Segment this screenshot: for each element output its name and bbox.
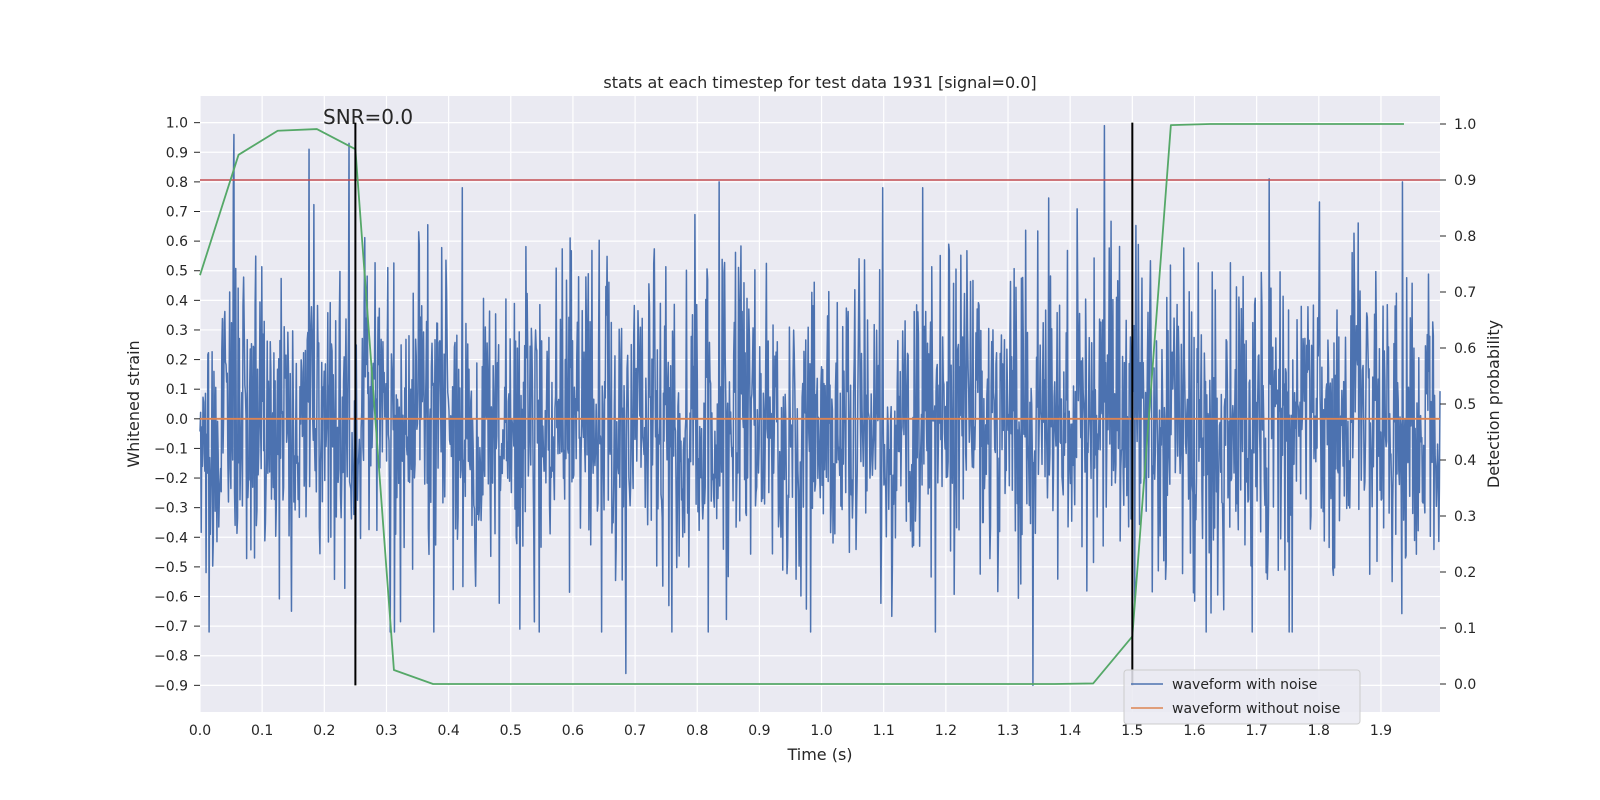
- y2-tick-label: 0.4: [1454, 453, 1476, 469]
- y2-tick-label: 0.7: [1454, 285, 1476, 301]
- y-tick-label: −0.6: [154, 590, 188, 606]
- x-tick-label: 0.7: [624, 723, 646, 739]
- y-tick-label: 0.5: [166, 264, 188, 280]
- x-tick-label: 1.5: [1121, 723, 1143, 739]
- y-tick-label: 0.0: [166, 412, 188, 428]
- legend-label-noisy: waveform with noise: [1172, 677, 1317, 693]
- x-tick-label: 1.3: [997, 723, 1019, 739]
- y2-axis-title: Detection probability: [1484, 320, 1503, 488]
- y-tick-label: 0.6: [166, 234, 188, 250]
- y-tick-label: −0.8: [154, 649, 188, 665]
- vertical-markers: [354, 122, 1134, 686]
- y-tick-label: 0.7: [166, 205, 188, 221]
- y-tick-label: −0.4: [154, 530, 188, 546]
- probability-series: [199, 123, 1404, 685]
- y2-tick-label: 0.6: [1454, 341, 1476, 357]
- x-tick-label: 1.6: [1183, 723, 1205, 739]
- noisy-waveform-series: [199, 124, 1441, 687]
- y2-tick-label: 0.9: [1454, 173, 1476, 189]
- y-tick-label: −0.5: [154, 560, 188, 576]
- x-tick-labels: 0.0 0.1 0.2 0.3 0.4 0.5 0.6 0.7 0.8 0.9 1.0 1.1 1.2 1…: [189, 723, 1392, 739]
- y-tick-label: 0.3: [166, 323, 188, 339]
- x-tick-label: 1.9: [1370, 723, 1392, 739]
- y-tick-labels: 1.0 0.9 0.8 0.7 0.6 0.5 0.4 0.3 0.2 0.1 0.0 −0.1 −0.…: [154, 116, 200, 694]
- x-tick-label: 1.1: [873, 723, 895, 739]
- x-tick-label: 0.5: [500, 723, 522, 739]
- x-tick-label: 1.0: [810, 723, 832, 739]
- x-tick-label: 1.7: [1246, 723, 1268, 739]
- y2-tick-label: 0.3: [1454, 509, 1476, 525]
- y-tick-label: 0.1: [166, 382, 188, 398]
- y-tick-label: 0.8: [166, 175, 188, 191]
- x-tick-label: 0.1: [251, 723, 273, 739]
- y-tick-label: 0.2: [166, 353, 188, 369]
- legend-box: [1123, 669, 1361, 725]
- x-tick-label: 1.2: [935, 723, 957, 739]
- y-tick-label: −0.2: [154, 471, 188, 487]
- x-axis-title: Time (s): [786, 745, 852, 764]
- y-tick-label: −0.1: [154, 441, 188, 457]
- x-tick-label: 0.4: [437, 723, 459, 739]
- y2-tick-label: 1.0: [1454, 117, 1476, 133]
- noisy-waveform-line: [199, 124, 1441, 687]
- y2-tick-label: 0.8: [1454, 229, 1476, 245]
- y-tick-label: 0.9: [166, 145, 188, 161]
- legend: waveform with noise waveform without noi…: [1123, 669, 1361, 725]
- y-tick-label: −0.9: [154, 678, 188, 694]
- x-tick-label: 0.6: [562, 723, 584, 739]
- x-tick-label: 0.9: [748, 723, 770, 739]
- y-tick-label: −0.7: [154, 619, 188, 635]
- x-tick-label: 0.2: [313, 723, 335, 739]
- y-tick-label: −0.3: [154, 501, 188, 517]
- y2-tick-label: 0.2: [1454, 565, 1476, 581]
- y2-tick-labels: 1.0 0.9 0.8 0.7 0.6 0.5 0.4 0.3 0.2 0.1 0.0: [1440, 117, 1476, 693]
- x-tick-label: 0.0: [189, 723, 211, 739]
- x-tick-label: 1.4: [1059, 723, 1081, 739]
- y-axis-title: Whitened strain: [124, 340, 143, 467]
- x-tick-label: 0.3: [375, 723, 397, 739]
- y2-tick-label: 0.1: [1454, 621, 1476, 637]
- y-tick-label: 1.0: [166, 116, 188, 132]
- snr-annotation: SNR=0.0: [323, 105, 413, 129]
- legend-label-clean: waveform without noise: [1172, 701, 1340, 717]
- probability-line: [199, 123, 1404, 685]
- y2-tick-label: 0.5: [1454, 397, 1476, 413]
- x-tick-label: 0.8: [686, 723, 708, 739]
- y2-tick-label: 0.0: [1454, 677, 1476, 693]
- x-tick-label: 1.8: [1308, 723, 1330, 739]
- y-tick-label: 0.4: [166, 293, 188, 309]
- chart-title: stats at each timestep for test data 193…: [603, 73, 1036, 92]
